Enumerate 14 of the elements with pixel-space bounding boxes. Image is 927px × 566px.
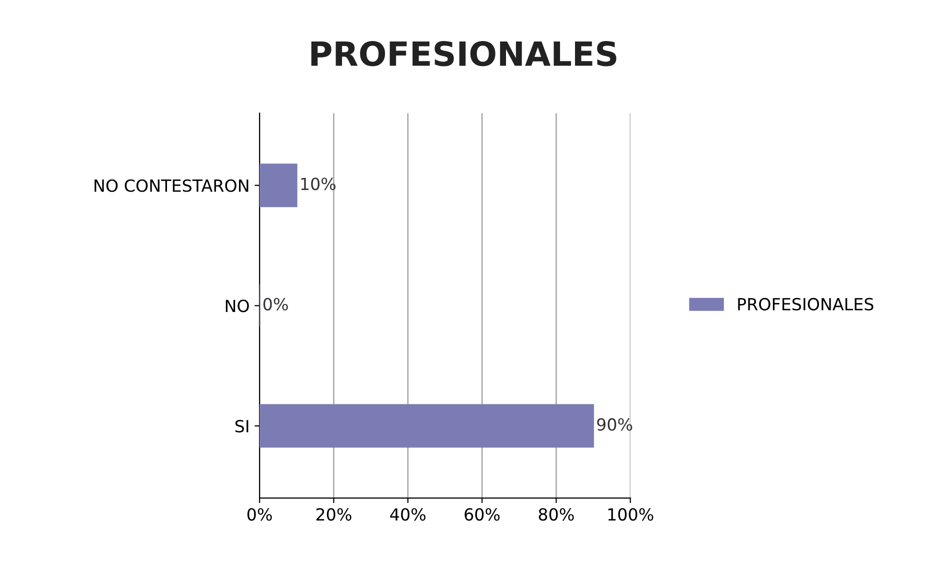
x-tick-label: 20% xyxy=(316,508,352,521)
y-tick-label: NO CONTESTARON xyxy=(94,179,248,192)
x-tick-label: 0% xyxy=(247,508,272,521)
x-tick-label: 100% xyxy=(608,508,654,521)
y-tick-label: NO xyxy=(226,300,249,312)
data-label: 0% xyxy=(263,298,288,310)
y-tick-label: SI xyxy=(235,420,248,432)
x-tick-label: 60% xyxy=(464,508,500,521)
chart-title: PROFESIONALES xyxy=(311,41,616,66)
x-tick-label: 80% xyxy=(538,508,574,521)
data-label: 90% xyxy=(597,418,632,431)
x-tick-label: 40% xyxy=(390,508,426,521)
data-label: 10% xyxy=(301,178,336,190)
legend-label: PROFESIONALES xyxy=(738,298,874,310)
